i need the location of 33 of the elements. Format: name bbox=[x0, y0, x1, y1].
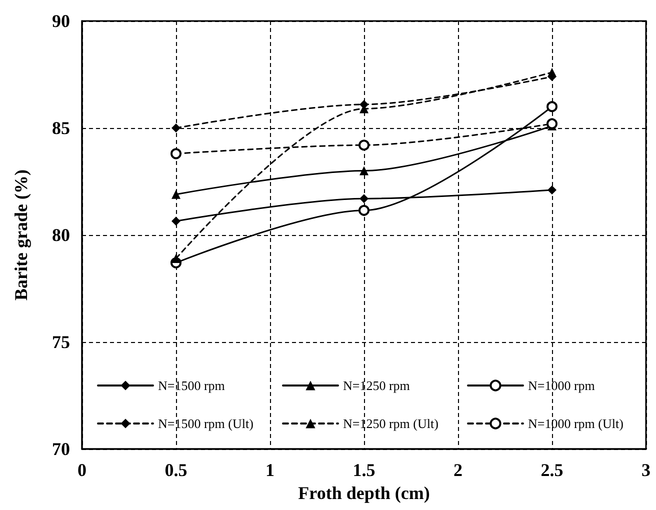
point bbox=[358, 140, 370, 151]
y-tick-label: 75 bbox=[52, 332, 70, 352]
x-tick-label: 1.5 bbox=[352, 460, 376, 480]
point bbox=[172, 124, 180, 132]
point bbox=[360, 166, 368, 176]
point bbox=[548, 186, 556, 195]
point bbox=[546, 101, 558, 112]
point bbox=[358, 204, 370, 216]
x-axis-title: Froth depth (cm) bbox=[298, 482, 430, 503]
point bbox=[172, 254, 180, 264]
point bbox=[360, 194, 368, 204]
y-tick-label: 70 bbox=[52, 439, 70, 459]
x-tick-label: 1 bbox=[266, 460, 274, 480]
x-tick-label: 2 bbox=[454, 460, 462, 480]
legend-label: N=1250 rpm bbox=[343, 378, 410, 393]
point bbox=[172, 190, 180, 199]
x-tick-label: 0 bbox=[78, 460, 86, 480]
legend-label: N=1500 rpm bbox=[158, 378, 225, 393]
y-tick-label: 85 bbox=[52, 118, 70, 138]
point bbox=[172, 216, 180, 226]
x-tick-label: 3 bbox=[642, 460, 650, 480]
y-tick-label: 90 bbox=[52, 11, 70, 31]
point bbox=[546, 118, 558, 130]
point bbox=[170, 148, 182, 160]
legend-label: N=1250 rpm (Ult) bbox=[343, 416, 438, 431]
legend-label: N=1000 rpm (Ult) bbox=[528, 416, 624, 431]
legend-label: N=1000 rpm bbox=[528, 378, 595, 393]
legend-label: N=1500 rpm (Ult) bbox=[158, 416, 254, 431]
x-tick-label: 2.5 bbox=[540, 460, 564, 480]
point bbox=[548, 68, 556, 77]
x-tick-label: 0.5 bbox=[164, 460, 188, 480]
y-tick-label: 80 bbox=[52, 225, 70, 245]
y-axis-title: Barite grade (%) bbox=[11, 170, 31, 300]
